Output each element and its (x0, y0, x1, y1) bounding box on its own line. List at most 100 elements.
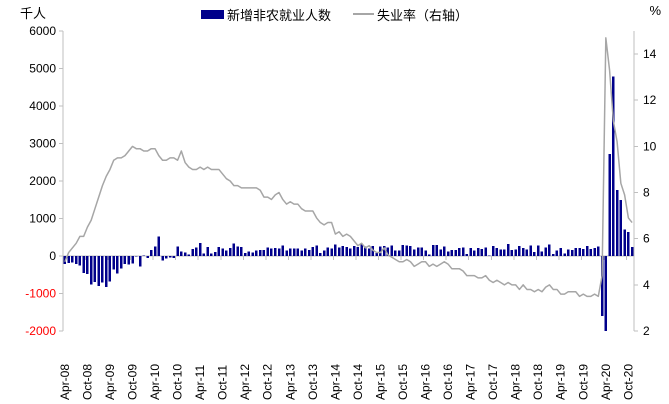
payrolls-bar (138, 256, 142, 267)
right-axis-tick-label: 14 (643, 47, 657, 61)
x-axis-tick-label: Oct-16 (441, 364, 455, 400)
right-axis-tick-label: 4 (643, 278, 650, 292)
payrolls-bar (150, 250, 153, 256)
payrolls-bar (127, 256, 130, 265)
x-axis-tick-label: Apr-08 (58, 364, 72, 400)
payrolls-bar (379, 246, 382, 256)
payrolls-bar (262, 249, 266, 256)
x-axis-tick-label: Apr-16 (419, 364, 433, 400)
payrolls-bar (382, 245, 386, 256)
payrolls-bar (352, 245, 356, 256)
payrolls-bar (153, 246, 157, 256)
x-axis-tick-label: Oct-19 (576, 364, 590, 400)
left-axis-tick-label: 2000 (29, 174, 56, 188)
payrolls-bar (296, 248, 300, 256)
payrolls-bar (416, 247, 420, 256)
payrolls-bar (480, 248, 484, 256)
legend-bar-label: 新增非农就业人数 (226, 7, 331, 23)
payrolls-bar (195, 247, 198, 256)
left-axis-tick-label: -1000 (25, 287, 56, 301)
payrolls-bar (499, 249, 502, 256)
payrolls-bar (431, 244, 435, 256)
payrolls-bar (326, 247, 330, 256)
right-axis-tick-label: 6 (643, 232, 650, 246)
payrolls-bar (213, 251, 217, 256)
payrolls-bar (360, 243, 363, 256)
payrolls-bar (375, 252, 378, 256)
payrolls-bar (544, 247, 547, 256)
payrolls-bar (330, 248, 333, 256)
payrolls-bar (119, 256, 123, 269)
payrolls-bar (570, 249, 574, 256)
payrolls-bar (454, 250, 457, 256)
payrolls-bar (191, 248, 194, 256)
legend-item-line-series: 失业率（右轴） (353, 5, 468, 24)
payrolls-bar (548, 244, 551, 256)
payrolls-bar (623, 229, 626, 256)
payrolls-bar (612, 76, 615, 257)
payrolls-bar (337, 247, 341, 256)
payrolls-bar (243, 253, 247, 256)
x-axis-tick-label: Apr-13 (283, 364, 297, 400)
payrolls-bar (469, 248, 472, 256)
payrolls-bar (443, 246, 446, 256)
payrolls-bar (585, 246, 589, 256)
payrolls-bar (476, 248, 480, 257)
x-axis-tick-label: Oct-20 (621, 364, 635, 400)
payrolls-bar (597, 246, 600, 256)
payrolls-bar (364, 246, 367, 256)
payrolls-bar (78, 256, 82, 266)
payrolls-bar (563, 253, 566, 256)
left-axis-tick-label: 4000 (29, 99, 56, 113)
payrolls-bar (266, 247, 269, 256)
left-axis-tick-label: 6000 (29, 24, 56, 38)
payrolls-bar (165, 256, 168, 259)
payrolls-bar (228, 248, 232, 256)
legend-line-label: 失业率（右轴） (377, 7, 469, 23)
payrolls-bar (518, 245, 521, 256)
payrolls-bar (202, 253, 206, 256)
payrolls-bar (424, 250, 427, 256)
payrolls-bar (514, 249, 517, 256)
payrolls-bar (345, 246, 348, 256)
payrolls-bar (304, 248, 307, 256)
payrolls-bar (247, 251, 251, 256)
payrolls-bar (123, 256, 127, 265)
bar-series-swatch-icon (200, 9, 224, 19)
payrolls-bar (367, 248, 371, 256)
x-axis-tick-label: Apr-12 (238, 364, 252, 400)
x-axis-tick-label: Oct-13 (306, 364, 320, 400)
legend: 新增非农就业人数 失业率（右轴） (0, 5, 669, 23)
payrolls-bar (334, 244, 337, 256)
right-axis-tick-label: 2 (643, 324, 650, 338)
payrolls-bar (161, 256, 164, 261)
payrolls-bar (567, 249, 570, 256)
left-axis-tick-label: -2000 (25, 324, 56, 338)
payrolls-bar (401, 244, 405, 256)
line-series-swatch-icon (353, 13, 374, 15)
payrolls-bar (74, 256, 78, 264)
payrolls-bar (101, 256, 104, 283)
payrolls-bar (89, 256, 93, 285)
payrolls-bar (168, 256, 172, 258)
x-axis-tick-label: Oct-18 (531, 364, 545, 400)
payrolls-bar (217, 246, 221, 256)
payrolls-bar (67, 256, 70, 263)
payrolls-bar (409, 245, 412, 256)
payrolls-bar (135, 256, 138, 257)
payrolls-bar (93, 256, 97, 283)
payrolls-bar (146, 256, 149, 258)
left-axis-unit-label: 千人 (20, 6, 47, 21)
x-axis-tick-label: Oct-08 (80, 364, 94, 400)
payrolls-bar (311, 247, 315, 256)
payrolls-bar (232, 243, 236, 256)
x-axis-tick-label: Apr-10 (148, 364, 162, 400)
payrolls-bar (461, 247, 465, 256)
payrolls-bar (225, 250, 228, 256)
payrolls-bar (600, 256, 604, 316)
x-axis-tick-label: Apr-15 (373, 364, 387, 400)
payrolls-bar (506, 243, 510, 256)
payrolls-bar (71, 256, 74, 263)
